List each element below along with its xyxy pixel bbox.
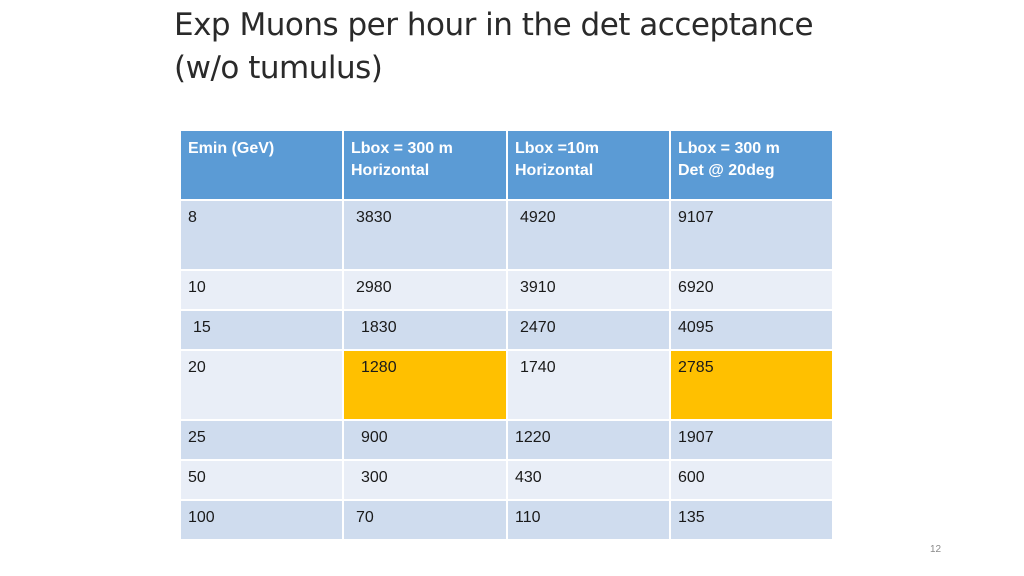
table-cell: 6920 [669, 269, 834, 311]
table-cell: 50 [179, 459, 344, 501]
table-cell: 8 [179, 199, 344, 271]
table-cell: 600 [669, 459, 834, 501]
table-cell: 110 [506, 499, 671, 541]
muon-rate-table: Emin (GeV) Lbox = 300 m Horizontal Lbox … [179, 129, 834, 541]
table-cell: 4920 [506, 199, 671, 271]
table-row: 50 300 430 600 [179, 459, 834, 501]
table-cell: 430 [506, 459, 671, 501]
table-cell: 25 [179, 419, 344, 461]
page-number: 12 [930, 544, 942, 555]
table-cell: 1907 [669, 419, 834, 461]
header-lbox-300m-horizontal: Lbox = 300 m Horizontal [342, 129, 508, 201]
table-cell: 15 [179, 309, 344, 351]
table-cell: 2470 [506, 309, 671, 351]
table-cell: 900 [342, 419, 508, 461]
table-header-row: Emin (GeV) Lbox = 300 m Horizontal Lbox … [179, 129, 834, 201]
slide-title: Exp Muons per hour in the det acceptance… [174, 7, 814, 86]
table-row: 8 3830 4920 9107 [179, 199, 834, 271]
header-lbox-300m-det-20deg: Lbox = 300 m Det @ 20deg [669, 129, 834, 201]
table-cell: 3830 [342, 199, 508, 271]
table-cell: 9107 [669, 199, 834, 271]
table-cell: 3910 [506, 269, 671, 311]
table-cell: 10 [179, 269, 344, 311]
table-cell: 4095 [669, 309, 834, 351]
highlighted-cell: 1280 [342, 349, 508, 421]
table-cell: 2980 [342, 269, 508, 311]
table-row: 25 900 1220 1907 [179, 419, 834, 461]
table-cell: 20 [179, 349, 344, 421]
table-cell: 1220 [506, 419, 671, 461]
table-cell: 70 [342, 499, 508, 541]
table-cell: 300 [342, 459, 508, 501]
table-cell: 1740 [506, 349, 671, 421]
table-cell: 1830 [342, 309, 508, 351]
table-cell: 135 [669, 499, 834, 541]
table-cell: 100 [179, 499, 344, 541]
header-emin: Emin (GeV) [179, 129, 344, 201]
table-row: 20 1280 1740 2785 [179, 349, 834, 421]
table-row: 100 70 110 135 [179, 499, 834, 541]
header-lbox-10m-horizontal: Lbox =10m Horizontal [506, 129, 671, 201]
table-row: 15 1830 2470 4095 [179, 309, 834, 351]
table-row: 10 2980 3910 6920 [179, 269, 834, 311]
highlighted-cell: 2785 [669, 349, 834, 421]
